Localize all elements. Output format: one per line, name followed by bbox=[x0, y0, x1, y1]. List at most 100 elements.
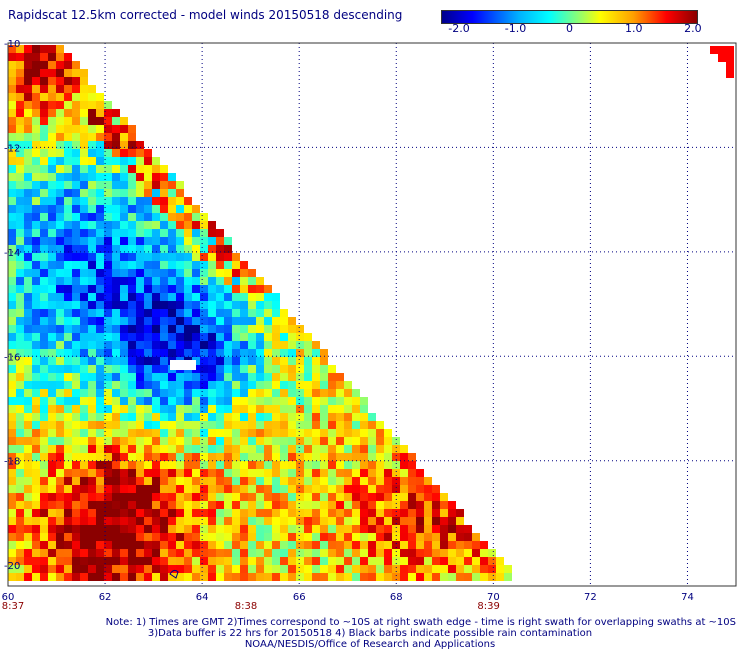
swath-cell bbox=[272, 349, 280, 357]
swath-cell bbox=[176, 453, 184, 461]
swath-cell bbox=[112, 165, 120, 173]
swath-cell bbox=[120, 453, 128, 461]
swath-cell bbox=[136, 381, 144, 389]
swath-cell bbox=[16, 197, 24, 205]
swath-cell bbox=[176, 421, 184, 429]
swath-cell bbox=[64, 325, 72, 333]
swath-cell bbox=[144, 429, 152, 437]
colorbar-tick: -1.0 bbox=[504, 22, 527, 35]
swath-cell bbox=[192, 237, 200, 245]
swath-cell bbox=[256, 477, 264, 485]
swath-cell bbox=[96, 421, 104, 429]
swath-cell bbox=[240, 277, 248, 285]
swath-cell bbox=[352, 477, 360, 485]
swath-cell bbox=[184, 261, 192, 269]
swath-cell bbox=[56, 165, 64, 173]
swath-cell bbox=[360, 493, 368, 501]
swath-cell bbox=[184, 525, 192, 533]
swath-cell bbox=[24, 181, 32, 189]
swath-cell bbox=[376, 421, 384, 429]
swath-cell bbox=[304, 381, 312, 389]
swath-cell bbox=[160, 277, 168, 285]
swath-cell bbox=[280, 365, 288, 373]
swath-cell bbox=[32, 269, 40, 277]
swath-cell bbox=[160, 285, 168, 293]
swath-cell bbox=[8, 469, 16, 477]
swath-cell bbox=[448, 565, 456, 573]
swath-cell bbox=[256, 381, 264, 389]
swath-cell bbox=[184, 557, 192, 565]
swath-cell bbox=[248, 285, 256, 293]
swath-cell bbox=[96, 349, 104, 357]
swath-cell bbox=[64, 549, 72, 557]
swath-cell bbox=[8, 101, 16, 109]
swath-cell bbox=[56, 421, 64, 429]
swath-cell bbox=[344, 469, 352, 477]
swath-cell bbox=[128, 141, 136, 149]
swath-cell bbox=[248, 541, 256, 549]
swath-cell bbox=[96, 405, 104, 413]
swath-cell bbox=[344, 477, 352, 485]
swath-cell bbox=[232, 549, 240, 557]
swath-cell bbox=[400, 461, 408, 469]
swath-cell bbox=[280, 469, 288, 477]
swath-cell bbox=[192, 373, 200, 381]
swath-cell bbox=[136, 533, 144, 541]
swath-cell bbox=[152, 317, 160, 325]
swath-cell bbox=[112, 365, 120, 373]
swath-cell bbox=[368, 429, 376, 437]
swath-cell bbox=[392, 485, 400, 493]
swath-cell bbox=[88, 429, 96, 437]
swath-cell bbox=[248, 309, 256, 317]
swath-cell bbox=[112, 309, 120, 317]
swath-cell bbox=[344, 533, 352, 541]
swath-cell bbox=[64, 333, 72, 341]
swath-cell bbox=[40, 317, 48, 325]
swath-cell bbox=[216, 493, 224, 501]
swath-cell bbox=[264, 445, 272, 453]
swath-cell bbox=[40, 109, 48, 117]
swath-cell bbox=[128, 445, 136, 453]
swath-cell bbox=[200, 397, 208, 405]
swath-cell bbox=[144, 453, 152, 461]
swath-cell bbox=[80, 237, 88, 245]
swath-cell bbox=[56, 565, 64, 573]
swath-cell bbox=[104, 541, 112, 549]
swath-cell bbox=[176, 573, 184, 581]
swath-cell bbox=[104, 405, 112, 413]
swath-cell bbox=[48, 461, 56, 469]
swath-cell bbox=[136, 485, 144, 493]
swath-cell bbox=[312, 573, 320, 581]
swath-cell bbox=[184, 573, 192, 581]
swath-cell bbox=[136, 541, 144, 549]
swath-cell bbox=[144, 461, 152, 469]
swath-cell bbox=[376, 549, 384, 557]
swath-cell bbox=[304, 541, 312, 549]
swath-cell bbox=[216, 405, 224, 413]
swath-cell bbox=[80, 509, 88, 517]
swath-cell bbox=[136, 189, 144, 197]
swath-cell bbox=[320, 509, 328, 517]
swath-cell bbox=[48, 317, 56, 325]
swath-cell bbox=[24, 437, 32, 445]
swath-cell bbox=[112, 141, 120, 149]
swath-cell bbox=[288, 373, 296, 381]
swath-cell bbox=[104, 101, 112, 109]
swath-cell bbox=[312, 357, 320, 365]
swath-cell bbox=[136, 525, 144, 533]
swath-cell bbox=[8, 125, 16, 133]
swath-cell bbox=[408, 573, 416, 581]
swath-cell bbox=[352, 469, 360, 477]
swath-cell bbox=[112, 397, 120, 405]
swath-cell bbox=[344, 493, 352, 501]
swath-cell bbox=[80, 333, 88, 341]
swath-cell bbox=[240, 429, 248, 437]
swath-cell bbox=[16, 421, 24, 429]
swath-cell bbox=[72, 85, 80, 93]
swath-cell bbox=[120, 293, 128, 301]
swath-cell bbox=[376, 485, 384, 493]
swath-cell bbox=[96, 525, 104, 533]
swath-cell bbox=[352, 533, 360, 541]
swath-cell bbox=[88, 277, 96, 285]
swath-cell bbox=[200, 421, 208, 429]
